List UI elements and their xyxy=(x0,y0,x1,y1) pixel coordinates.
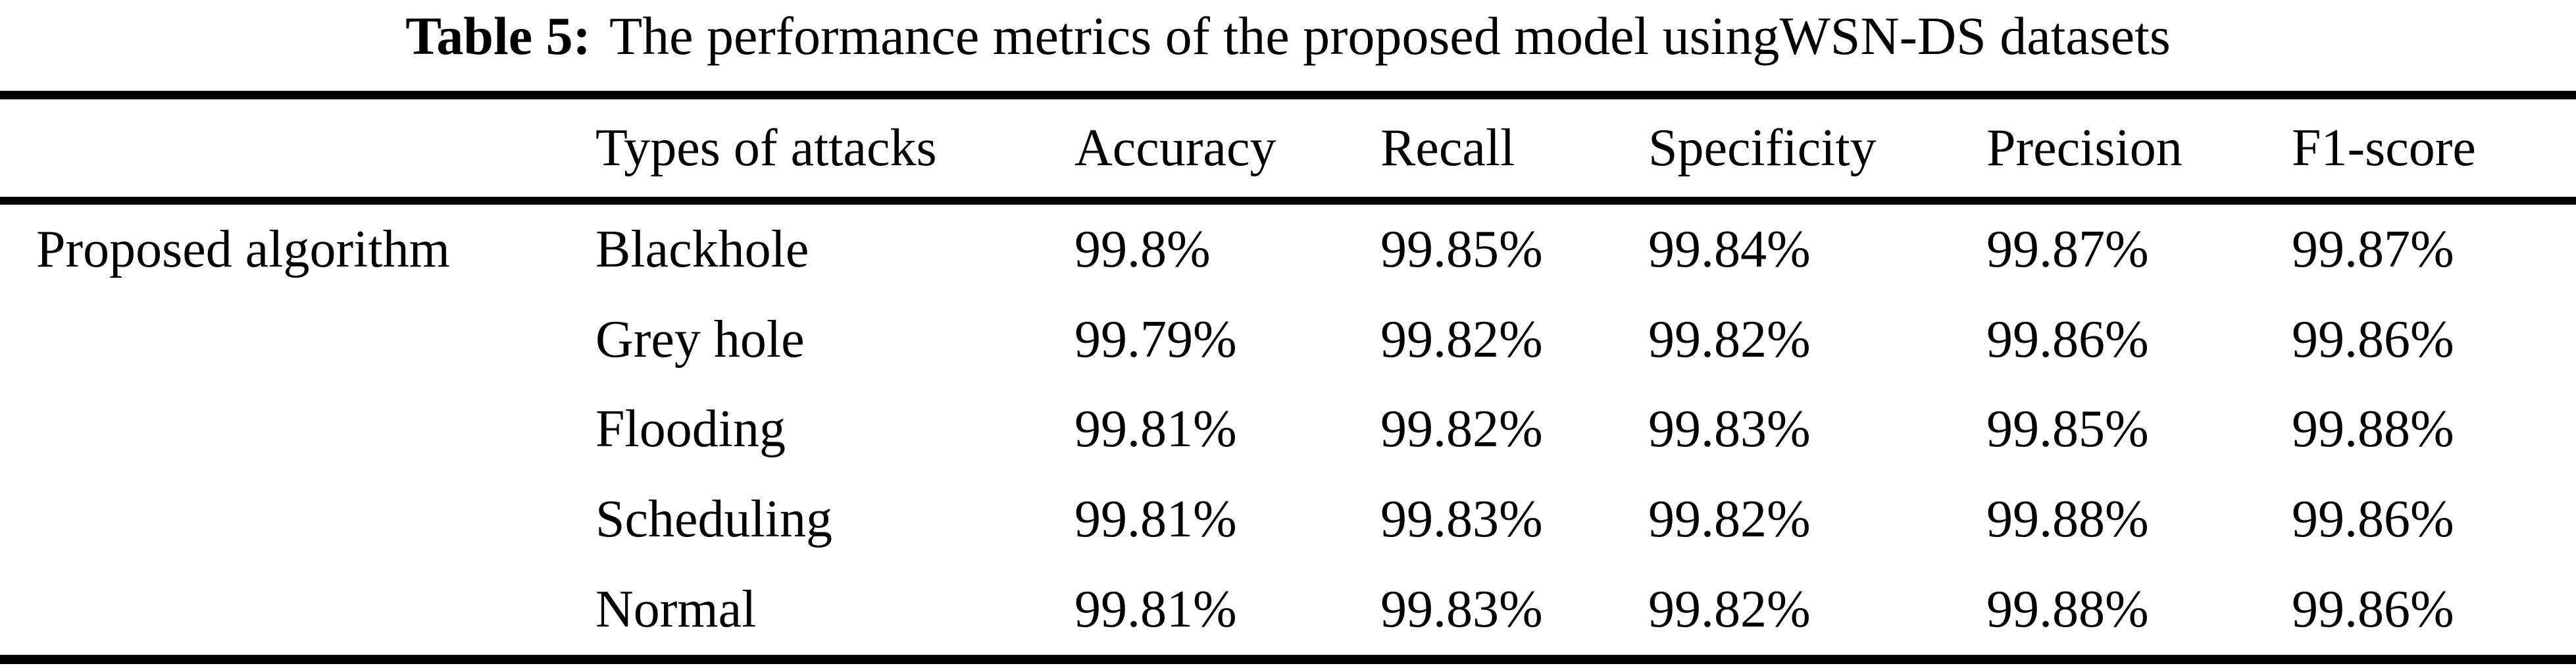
recall-cell: 99.85% xyxy=(1380,220,1543,278)
precision-cell: 99.88% xyxy=(1986,580,2149,639)
precision-cell: 99.86% xyxy=(1986,310,2149,369)
f1-score-cell: 99.88% xyxy=(2292,400,2454,459)
table-bottom-rule xyxy=(0,655,2576,664)
attack-type-cell: Blackhole xyxy=(595,220,809,278)
column-header-precision: Precision xyxy=(1986,118,2183,177)
column-header-recall: Recall xyxy=(1380,118,1515,177)
accuracy-cell: 99.8% xyxy=(1074,220,1211,278)
accuracy-cell: 99.79% xyxy=(1074,310,1237,369)
table-row: Scheduling 99.81% 99.83% 99.82% 99.88% 9… xyxy=(0,475,2576,565)
recall-cell: 99.82% xyxy=(1380,310,1543,369)
column-header-accuracy: Accuracy xyxy=(1074,118,1276,177)
attack-type-cell: Scheduling xyxy=(595,490,832,549)
f1-score-cell: 99.86% xyxy=(2292,310,2454,369)
table-row: Normal 99.81% 99.83% 99.82% 99.88% 99.86… xyxy=(0,565,2576,655)
table-header-rule xyxy=(0,197,2576,205)
precision-cell: 99.88% xyxy=(1986,490,2149,549)
column-header-f1-score: F1-score xyxy=(2292,118,2476,177)
table-body: Proposed algorithm Blackhole 99.8% 99.85… xyxy=(0,205,2576,655)
row-group-label: Proposed algorithm xyxy=(36,220,450,278)
recall-cell: 99.82% xyxy=(1380,400,1543,459)
specificity-cell: 99.84% xyxy=(1648,220,1811,278)
recall-cell: 99.83% xyxy=(1380,490,1543,549)
table-row: Grey hole 99.79% 99.82% 99.82% 99.86% 99… xyxy=(0,295,2576,385)
f1-score-cell: 99.86% xyxy=(2292,490,2454,549)
specificity-cell: 99.82% xyxy=(1648,490,1811,549)
f1-score-cell: 99.87% xyxy=(2292,220,2454,278)
table-header-row: Types of attacks Accuracy Recall Specifi… xyxy=(0,99,2576,197)
specificity-cell: 99.82% xyxy=(1648,580,1811,639)
attack-type-cell: Grey hole xyxy=(595,310,805,369)
attack-type-cell: Normal xyxy=(595,580,757,639)
table-top-rule xyxy=(0,91,2576,99)
precision-cell: 99.87% xyxy=(1986,220,2149,278)
accuracy-cell: 99.81% xyxy=(1074,580,1237,639)
column-header-types-of-attacks: Types of attacks xyxy=(595,118,937,177)
column-header-specificity: Specificity xyxy=(1648,118,1877,177)
table-caption-text: The performance metrics of the proposed … xyxy=(609,6,2171,66)
recall-cell: 99.83% xyxy=(1380,580,1543,639)
attack-type-cell: Flooding xyxy=(595,400,786,459)
accuracy-cell: 99.81% xyxy=(1074,490,1237,549)
table-caption: Table 5: The performance metrics of the p… xyxy=(0,0,2576,72)
table-caption-number: Table 5: xyxy=(405,6,591,66)
table-row: Flooding 99.81% 99.82% 99.83% 99.85% 99.… xyxy=(0,385,2576,475)
specificity-cell: 99.83% xyxy=(1648,400,1811,459)
precision-cell: 99.85% xyxy=(1986,400,2149,459)
table-row: Proposed algorithm Blackhole 99.8% 99.85… xyxy=(0,205,2576,295)
f1-score-cell: 99.86% xyxy=(2292,580,2454,639)
specificity-cell: 99.82% xyxy=(1648,310,1811,369)
accuracy-cell: 99.81% xyxy=(1074,400,1237,459)
